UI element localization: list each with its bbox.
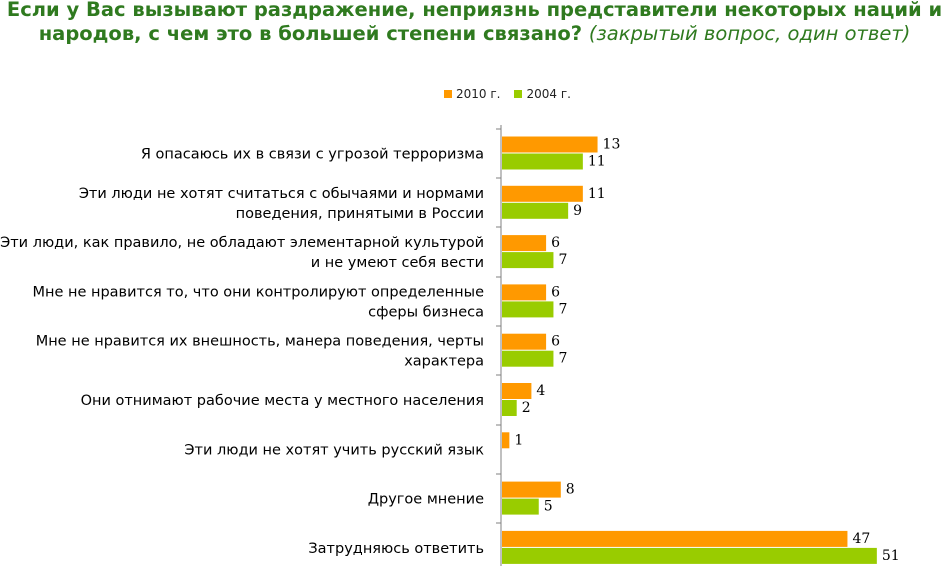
bar-2010 [502,235,547,252]
data-label: 6 [551,284,560,300]
data-label: 4 [536,383,545,399]
bar-2004 [502,202,569,219]
data-label: 6 [551,235,560,251]
legend-label-2004: 2004 г. [526,87,571,101]
data-label: 47 [852,531,870,547]
bar-2010 [502,136,598,153]
legend-swatch-2010 [444,90,452,98]
category-label: Эти люди, как правило, не обладают элеме… [0,235,484,251]
bar-2004 [502,400,517,416]
category-label: поведения, принятыми в России [236,206,484,222]
bar-2010 [502,432,510,449]
category-label: Другое мнение [368,492,484,508]
data-label: 2 [522,400,531,416]
category-label: Мне не нравится их внешность, манера пов… [36,334,484,350]
bar-2004 [502,350,554,367]
bar-2010 [502,333,547,350]
data-label: 7 [558,252,567,268]
category-label: характера [404,354,484,370]
data-label: 11 [588,186,606,202]
legend-item-2004: 2004 г. [514,87,571,101]
data-label: 5 [544,499,553,515]
legend-item-2010: 2010 г. [444,87,500,101]
data-label: 8 [566,482,575,498]
data-label: 9 [573,203,582,219]
legend-label-2010: 2010 г. [456,87,501,101]
data-label: 1 [514,432,523,448]
data-label: 51 [882,548,900,564]
data-label: 11 [588,154,606,170]
bar-2010 [502,481,561,498]
title-qualifier: (закрытый вопрос, один ответ) [588,22,911,45]
title-main: Если у Вас вызывают раздражение, неприяз… [6,0,943,45]
bar-2004 [502,547,877,564]
data-label: 7 [558,351,567,367]
chart-title: Если у Вас вызывают раздражение, неприяз… [0,0,949,46]
category-label: сферы бизнеса [368,304,484,320]
bar-2010 [502,530,848,547]
legend: 2010 г. 2004 г. [444,86,585,102]
category-label: и не умеют себя вести [311,255,484,271]
data-label: 13 [603,137,621,153]
data-label: 6 [551,334,560,350]
category-label: Мне не нравится то, что они контролируют… [32,284,484,300]
bar-2004 [502,153,583,170]
data-label: 7 [558,301,567,317]
bar-2010 [502,284,547,301]
bar-2004 [502,498,539,515]
bar-2010 [502,383,532,399]
legend-swatch-2004 [514,90,523,98]
bar-2004 [502,252,554,269]
bar-2004 [502,301,554,318]
bar-2010 [502,185,583,202]
category-label: Эти люди не хотят учить русский язык [184,442,484,458]
category-label: Они отнимают рабочие места у местного на… [81,393,484,409]
category-label: Затрудняюсь ответить [308,541,484,557]
category-label: Я опасаюсь их в связи с угрозой террориз… [141,147,484,163]
category-label: Эти люди не хотят считаться с обычаями и… [79,186,484,202]
